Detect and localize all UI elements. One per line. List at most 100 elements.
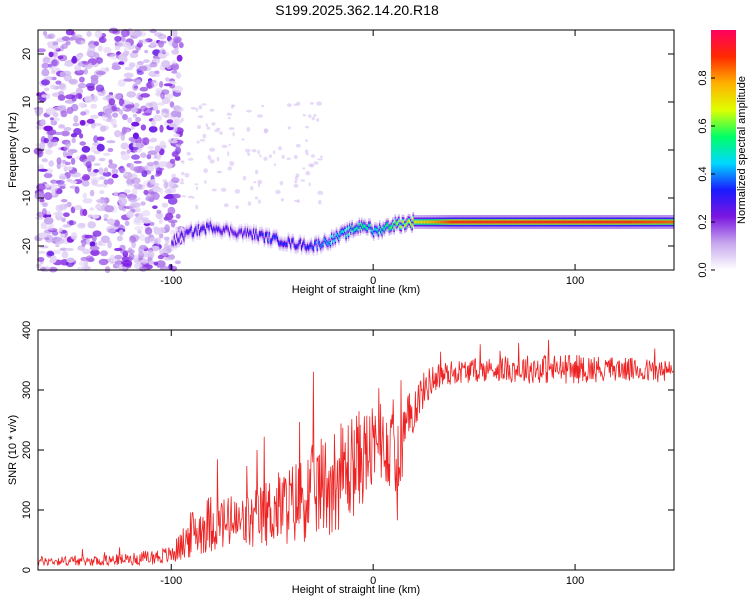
heatmap-noise-cell xyxy=(156,153,161,161)
heatmap-noise-cell xyxy=(76,54,83,59)
heatmap-noise-cell xyxy=(110,118,117,126)
heatmap-noise-cell xyxy=(157,102,165,106)
heatmap-ridge-cell xyxy=(218,227,220,231)
heatmap-noise-cell xyxy=(89,207,95,211)
heatmap-noise-cell xyxy=(172,193,182,199)
heatmap-ridge-cell xyxy=(353,228,356,232)
heatmap-noise-cell xyxy=(85,161,92,169)
heatmap-noise-cell xyxy=(65,94,76,100)
heatmap-ridge-cell xyxy=(407,219,410,223)
heatmap-ridge-cells xyxy=(171,212,675,256)
heatmap-noise-cell xyxy=(278,146,282,151)
heatmap-ridge-cell xyxy=(190,227,193,230)
heatmap-noise-cell xyxy=(167,206,176,215)
snr-y-tick-label: 100 xyxy=(21,501,33,519)
heatmap-noise-cell xyxy=(206,126,211,130)
heatmap-noise-cell xyxy=(227,166,232,171)
heatmap-ridge-cell xyxy=(186,230,189,234)
heatmap-noise-cell xyxy=(42,31,48,36)
heatmap-noise-cell xyxy=(175,72,182,79)
heatmap-ridge-cell xyxy=(599,220,602,224)
heatmap-noise-cell xyxy=(36,183,46,191)
heatmap-ridge-cell xyxy=(270,239,273,243)
heatmap-noise-cell xyxy=(114,93,122,100)
heatmap-ridge-cell xyxy=(494,220,496,224)
heatmap-ridge-cell xyxy=(316,246,319,250)
heatmap-ridge-cell xyxy=(334,238,337,242)
heatmap-noise-cell xyxy=(132,83,139,91)
heatmap-noise-cell xyxy=(118,229,124,236)
heatmap-ridge-cell xyxy=(262,234,265,238)
heatmap-noise-cell xyxy=(64,161,71,166)
heatmap-noise-cell xyxy=(82,248,91,255)
heatmap-noise-cell xyxy=(58,124,66,129)
heatmap-ridge-cell xyxy=(387,223,389,227)
heatmap-noise-cell xyxy=(146,154,152,160)
heatmap-ridge-cell xyxy=(198,231,201,235)
heatmap-noise-cell xyxy=(147,250,155,258)
heatmap-ridge-cell xyxy=(480,220,483,224)
heatmap-noise-cell xyxy=(87,44,97,49)
heatmap-noise-cell xyxy=(191,196,195,199)
heatmap-ridge-cell xyxy=(454,220,457,224)
heatmap-ridge-cell xyxy=(506,220,508,224)
heatmap-ridge-cell xyxy=(636,220,639,224)
heatmap-noise-cell xyxy=(98,37,107,43)
heatmap-ridge-cell xyxy=(372,232,375,236)
heatmap-noise-cell xyxy=(127,247,133,254)
heatmap-noise-cell xyxy=(128,62,136,68)
heatmap-ridge-cell xyxy=(537,220,539,224)
spectrogram-x-axis-title: Height of straight line (km) xyxy=(292,284,420,296)
heatmap-noise-cell xyxy=(141,39,148,44)
heatmap-ridge-cell xyxy=(629,220,632,224)
heatmap-noise-cell xyxy=(75,93,83,99)
heatmap-ridge-cell xyxy=(328,240,331,243)
heatmap-ridge-cell xyxy=(310,242,313,246)
heatmap-ridge-cell xyxy=(291,239,293,243)
heatmap-noise-cell xyxy=(80,111,87,116)
heatmap-noise-cell xyxy=(159,124,164,133)
heatmap-noise-cell xyxy=(35,216,44,220)
heatmap-noise-cell xyxy=(62,224,72,228)
heatmap-noise-cell xyxy=(93,169,99,173)
heatmap-noise-cell xyxy=(60,199,68,203)
heatmap-noise-cell xyxy=(293,154,298,160)
heatmap-noise-cell xyxy=(37,257,45,262)
heatmap-noise-cell xyxy=(58,83,66,89)
heatmap-noise-cell xyxy=(165,93,174,99)
heatmap-ridge-cell xyxy=(251,235,254,239)
heatmap-ridge-cell xyxy=(378,225,381,229)
heatmap-ridge-cell xyxy=(540,220,543,224)
heatmap-ridge-cell xyxy=(420,220,423,224)
heatmap-ridge-cell xyxy=(442,220,445,224)
heatmap-noise-cell xyxy=(294,180,298,184)
heatmap-noise-cell xyxy=(316,101,322,106)
heatmap-ridge-cell xyxy=(554,220,556,224)
heatmap-noise-cell xyxy=(184,172,190,178)
heatmap-noise-cell xyxy=(35,263,42,268)
heatmap-noise-cell xyxy=(132,30,143,38)
heatmap-ridge-cell xyxy=(424,220,427,224)
heatmap-noise-cell xyxy=(211,188,217,192)
heatmap-ridge-cell xyxy=(209,222,212,226)
heatmap-noise-cell xyxy=(87,155,96,162)
heatmap-ridge-cell xyxy=(652,220,655,224)
heatmap-ridge-cell xyxy=(640,220,643,224)
heatmap-noise-cell xyxy=(45,210,51,215)
heatmap-ridge-cell xyxy=(383,227,386,231)
heatmap-noise-cell xyxy=(133,160,142,164)
heatmap-ridge-cell xyxy=(340,230,343,234)
heatmap-ridge-cell xyxy=(278,241,280,245)
heatmap-ridge-cell xyxy=(633,220,635,224)
heatmap-ridge-cell xyxy=(360,223,363,227)
heatmap-ridge-cell xyxy=(624,220,627,224)
heatmap-ridge-cell xyxy=(242,234,244,237)
heatmap-noise-cell xyxy=(281,154,285,159)
heatmap-noise-cell xyxy=(161,202,169,208)
heatmap-noise-cell xyxy=(111,65,122,71)
heatmap-noise-cell xyxy=(95,203,102,210)
heatmap-noise-cell xyxy=(175,213,181,219)
heatmap-ridge-cell xyxy=(177,238,179,242)
heatmap-ridge-cell xyxy=(448,220,451,224)
